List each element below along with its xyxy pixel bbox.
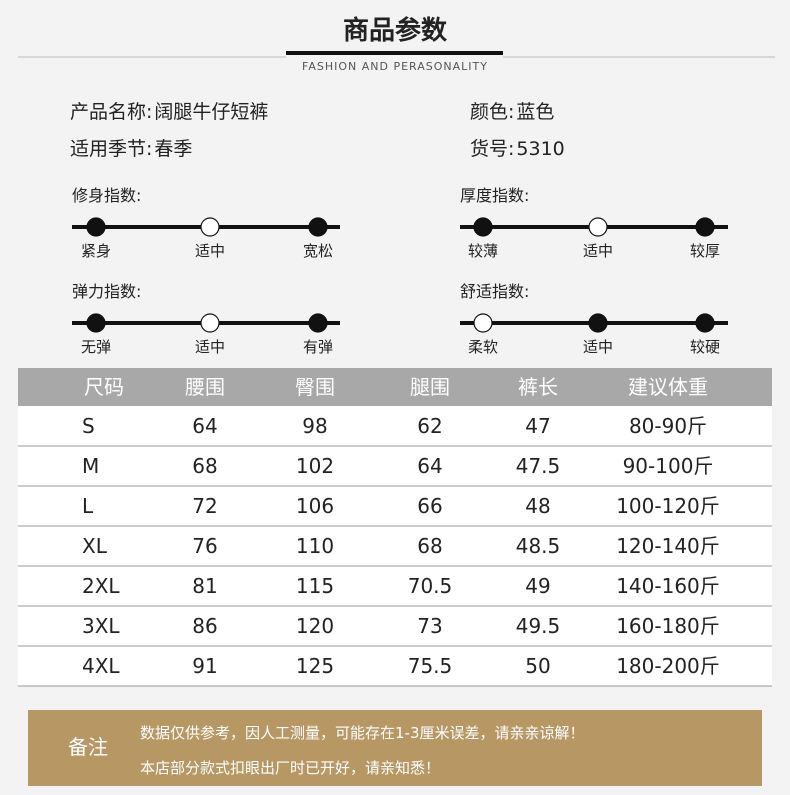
info-value: 春季 bbox=[154, 138, 193, 160]
table-header: 腿围 bbox=[410, 375, 450, 399]
table-cell: 48.5 bbox=[515, 534, 561, 558]
scale-label: 适中 bbox=[194, 242, 226, 260]
table-cell: 90-100斤 bbox=[622, 454, 714, 478]
table-cell: 110 bbox=[295, 534, 335, 558]
table-cell: 3XL bbox=[82, 614, 120, 638]
table-cell: 73 bbox=[417, 614, 443, 638]
subtitle: FASHION AND PERASONALITY bbox=[302, 60, 488, 73]
table-cell: 180-200斤 bbox=[616, 654, 720, 678]
scale-label: 柔软 bbox=[467, 338, 499, 356]
table-cell: 91 bbox=[192, 654, 218, 678]
table-cell: 49 bbox=[525, 574, 551, 598]
info-label: 货号: bbox=[470, 138, 515, 160]
table-header: 建议体重 bbox=[628, 375, 708, 399]
table-cell: 68 bbox=[417, 534, 443, 558]
info-label: 颜色: bbox=[470, 101, 515, 123]
info-label: 适用季节: bbox=[70, 138, 153, 160]
table-cell: S bbox=[82, 414, 95, 438]
note-line: 数据仅供参考，因人工测量，可能存在1-3厘米误差，请亲亲谅解！ bbox=[140, 724, 585, 742]
scale-title: 舒适指数: bbox=[460, 282, 530, 301]
info-value: 阔腿牛仔短裤 bbox=[154, 101, 269, 123]
table-cell: 66 bbox=[417, 494, 443, 518]
table-cell: 50 bbox=[525, 654, 551, 678]
table-cell: 64 bbox=[192, 414, 218, 438]
table-cell: 102 bbox=[295, 454, 335, 478]
table-cell: 75.5 bbox=[407, 654, 453, 678]
scale-label: 适中 bbox=[194, 338, 226, 356]
table-header: 臀围 bbox=[295, 375, 335, 399]
scale-label: 紧身 bbox=[80, 242, 112, 260]
table-cell: 47.5 bbox=[515, 454, 561, 478]
note-label: 备注 bbox=[68, 735, 108, 759]
table-cell: 49.5 bbox=[515, 614, 561, 638]
info-value: 蓝色 bbox=[516, 101, 555, 123]
info-label: 产品名称: bbox=[70, 101, 153, 123]
table-cell: 81 bbox=[192, 574, 218, 598]
table-cell: 125 bbox=[295, 654, 335, 678]
table-cell: 86 bbox=[192, 614, 218, 638]
table-cell: 2XL bbox=[82, 574, 120, 598]
table-cell: L bbox=[82, 494, 94, 518]
table-cell: XL bbox=[82, 534, 107, 558]
table-cell: M bbox=[82, 454, 100, 478]
note-line: 本店部分款式扣眼出厂时已开好，请亲知悉！ bbox=[140, 759, 441, 777]
scale-label: 较硬 bbox=[689, 338, 721, 356]
table-header: 尺码 bbox=[84, 375, 124, 399]
scale-title: 厚度指数: bbox=[460, 186, 530, 205]
table-cell: 4XL bbox=[82, 654, 120, 678]
scale-label: 有弹 bbox=[302, 338, 334, 356]
scale-title: 弹力指数: bbox=[72, 282, 142, 301]
title: 商品参数 bbox=[342, 16, 448, 46]
table-cell: 106 bbox=[295, 494, 335, 518]
info-value: 5310 bbox=[516, 138, 565, 160]
table-cell: 98 bbox=[302, 414, 328, 438]
table-header: 裤长 bbox=[518, 375, 558, 399]
table-cell: 140-160斤 bbox=[616, 574, 720, 598]
table-cell: 80-90斤 bbox=[628, 414, 708, 438]
table-cell: 76 bbox=[192, 534, 218, 558]
table-cell: 120-140斤 bbox=[616, 534, 720, 558]
table-cell: 48 bbox=[525, 494, 551, 518]
table-cell: 68 bbox=[192, 454, 218, 478]
scale-label: 适中 bbox=[582, 338, 614, 356]
table-cell: 120 bbox=[295, 614, 335, 638]
scale-label: 适中 bbox=[582, 242, 614, 260]
scale-label: 较薄 bbox=[467, 242, 499, 260]
table-cell: 72 bbox=[192, 494, 218, 518]
scale-label: 较厚 bbox=[689, 242, 721, 260]
table-cell: 70.5 bbox=[407, 574, 453, 598]
table-cell: 47 bbox=[525, 414, 551, 438]
scale-title: 修身指数: bbox=[72, 186, 142, 205]
scale-label: 宽松 bbox=[302, 242, 334, 260]
table-cell: 115 bbox=[295, 574, 335, 598]
table-cell: 160-180斤 bbox=[616, 614, 720, 638]
table-cell: 62 bbox=[417, 414, 443, 438]
scale-label: 无弹 bbox=[80, 338, 112, 356]
table-cell: 100-120斤 bbox=[616, 494, 720, 518]
table-cell: 64 bbox=[417, 454, 443, 478]
table-header: 腰围 bbox=[185, 375, 225, 399]
